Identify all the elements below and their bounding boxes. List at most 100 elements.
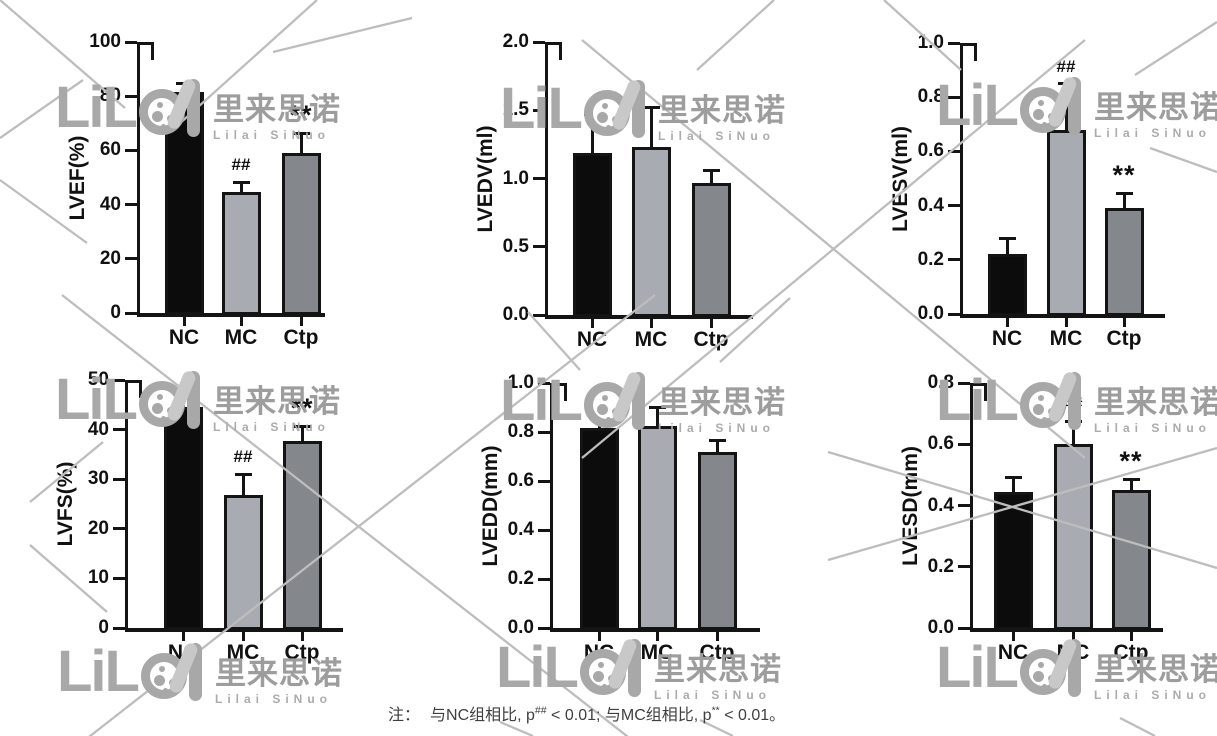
error-cap-mc	[648, 406, 666, 409]
y-tick-label: 1.0	[507, 372, 534, 393]
y-tick-label: 0.2	[507, 568, 534, 589]
brand-name-en: Lilai SiNuo	[653, 688, 771, 702]
y-axis	[970, 383, 973, 631]
x-label-nc: NC	[997, 641, 1029, 664]
y-tick-label: 0.0	[502, 304, 529, 325]
y-tick	[113, 576, 125, 580]
note-seg1: 与NC组相比, p	[430, 707, 535, 724]
error-cap-mc	[1064, 419, 1082, 423]
y-axis	[545, 42, 548, 318]
x-label-mc: MC	[640, 641, 674, 664]
y-tick	[113, 378, 125, 382]
y-tick	[948, 258, 960, 262]
x-label-nc: NC	[168, 326, 200, 349]
error-cap-mc	[1057, 82, 1075, 86]
y-tick	[538, 381, 550, 385]
x-tick-ctp	[300, 631, 304, 641]
bar-ctp	[697, 451, 737, 630]
y-tick	[538, 528, 550, 532]
bar-ctp	[1111, 490, 1151, 630]
y-tick-label: 0.0	[507, 617, 534, 638]
y-axis	[125, 380, 128, 631]
y-tick-label: 0	[98, 617, 109, 638]
y-tick	[125, 257, 137, 261]
error-cap-ctp	[1122, 477, 1140, 481]
y-axis-top-hook-stub	[559, 42, 562, 60]
error-bar-ctp	[299, 133, 303, 160]
annotation-hash-mc: ##	[233, 447, 253, 467]
x-label-mc: MC	[224, 326, 258, 349]
x-label-ctp: Ctp	[284, 641, 320, 664]
x-label-nc: NC	[576, 328, 608, 351]
plate-icon-dot	[1041, 684, 1047, 689]
x-label-mc: MC	[1056, 641, 1090, 664]
y-tick-label: 0.0	[917, 303, 944, 324]
bar-mc	[223, 495, 263, 630]
y-tick	[533, 313, 545, 317]
y-tick-label: 1.5	[502, 99, 529, 121]
y-tick-label: 0.8	[927, 372, 954, 393]
y-axis-top-hook-stub	[984, 383, 987, 401]
figure-note: 注： 与NC组相比, p## < 0.01; 与MC组相比, p** < 0.01…	[388, 701, 785, 725]
error-cap-nc	[175, 81, 193, 85]
note-seg3: < 0.01。	[719, 707, 786, 724]
x-label-ctp: Ctp	[1106, 327, 1142, 350]
y-tick-label: 60	[99, 139, 121, 161]
x-label-nc: NC	[167, 641, 199, 664]
watermark-line	[1119, 716, 1156, 736]
chart-lvesv: 0.0 0.2 0.4 0.6 0.8 1.0 LVESV(ml) NC MC ## Ctp **	[830, 20, 1217, 360]
bar-ctp	[691, 182, 731, 317]
bar-nc	[993, 491, 1033, 630]
y-tick	[533, 40, 545, 44]
y-tick	[958, 565, 970, 569]
x-tick-nc	[590, 318, 594, 328]
plate-icon-dot	[1047, 675, 1055, 682]
y-axis-top-hook	[140, 42, 154, 45]
x-tick-ctp	[299, 316, 303, 326]
x-tick-mc	[649, 318, 653, 328]
error-cap-ctp	[1115, 191, 1133, 195]
x-label-ctp: Ctp	[699, 641, 735, 664]
y-tick-label: 0	[110, 302, 121, 323]
y-axis-top-hook-stub	[564, 383, 567, 401]
x-tick-mc	[655, 631, 659, 641]
error-cap-nc	[174, 391, 192, 395]
chart-lvesd: 0.0 0.2 0.4 0.6 0.8 LVESD(mm) NC MC ## Ctp **	[830, 365, 1217, 665]
y-tick-label: 1.0	[502, 167, 529, 189]
y-tick	[538, 626, 550, 630]
y-tick	[125, 40, 137, 44]
x-tick-ctp	[709, 318, 713, 328]
error-cap-ctp	[708, 439, 726, 443]
y-tick	[538, 479, 550, 483]
y-tick	[958, 381, 970, 385]
y-tick	[533, 108, 545, 112]
x-tick-mc	[239, 316, 243, 326]
note-prefix: 注：	[388, 707, 421, 724]
error-cap-mc	[642, 106, 660, 110]
chart-lvedv: 0.0 0.5 1.0 1.5 2.0 LVEDV(ml) NC MC Ctp	[430, 20, 820, 360]
x-tick-nc	[182, 316, 186, 326]
error-bar-mc	[1064, 83, 1068, 136]
note-sup-hash: ##	[534, 704, 547, 717]
x-tick-nc	[1005, 317, 1009, 327]
x-tick-mc	[241, 631, 245, 641]
bar-nc	[164, 92, 204, 315]
y-tick-label: 40	[99, 193, 121, 215]
y-tick	[125, 148, 137, 152]
y-axis-title: LVEDV(ml)	[474, 125, 497, 232]
brand-name-en: Lilai SiNuo	[214, 692, 332, 706]
x-tick-mc	[1064, 317, 1068, 327]
annotation-hash-mc: ##	[1063, 394, 1083, 414]
y-tick	[538, 577, 550, 581]
y-axis-title: LVEDD(mm)	[479, 445, 502, 566]
bar-nc	[579, 428, 619, 630]
annotation-star-ctp: **	[289, 100, 313, 131]
y-tick	[958, 504, 970, 507]
bar-nc	[572, 152, 612, 317]
plate-icon-dot	[601, 684, 607, 689]
x-label-nc: NC	[991, 327, 1023, 350]
x-label-mc: MC	[226, 641, 260, 664]
y-axis-title: LVESV(ml)	[889, 125, 912, 232]
y-axis-top-hook-stub	[974, 43, 977, 61]
